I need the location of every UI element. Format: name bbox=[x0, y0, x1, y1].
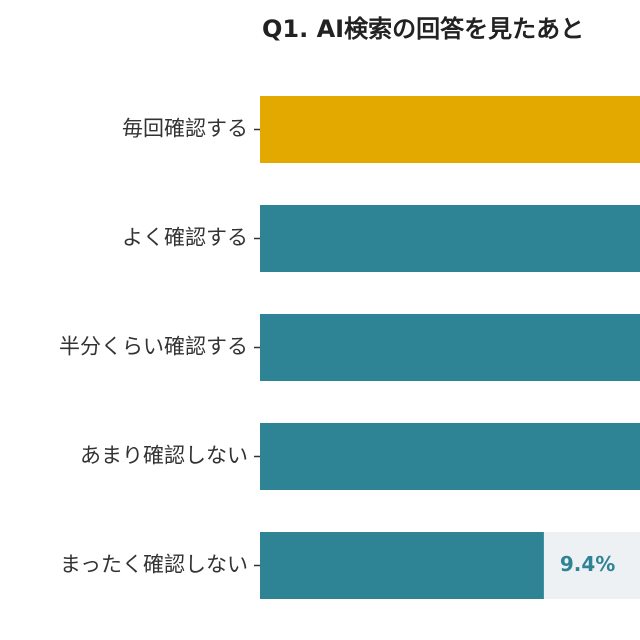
chart-title: Q1. AI検索の回答を見たあと bbox=[262, 15, 585, 43]
bar-2 bbox=[260, 205, 640, 272]
category-label: あまり確認しない bbox=[80, 444, 248, 468]
bar-3 bbox=[260, 314, 640, 381]
category-label: 毎回確認する bbox=[122, 117, 248, 141]
category-label: よく確認する bbox=[122, 226, 248, 250]
category-label: 半分くらい確認する bbox=[59, 335, 248, 359]
category-label: まったく確認しない bbox=[60, 553, 248, 577]
bar-1 bbox=[260, 96, 640, 163]
value-label: 9.4% bbox=[560, 552, 615, 576]
bar-5 bbox=[260, 532, 544, 599]
bar-4 bbox=[260, 423, 640, 490]
